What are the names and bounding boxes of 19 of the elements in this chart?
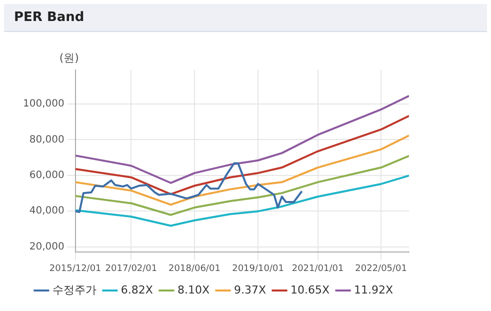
y-tick-label: 20,000 <box>29 241 64 252</box>
legend-label: 9.37X <box>234 283 266 296</box>
x-tick-label: 2019/10/01 <box>232 264 284 274</box>
x-tick-label: 2021/01/01 <box>292 264 344 274</box>
x-tick-label: 2022/05/01 <box>355 264 408 274</box>
legend-label: 수정주가 <box>52 283 96 296</box>
legend-label: 11.92X <box>354 283 394 296</box>
legend-label: 10.65X <box>290 283 330 296</box>
y-axis-title: (원) <box>59 51 79 64</box>
y-tick-label: 100,000 <box>22 98 64 110</box>
chart-title: PER Band <box>14 10 84 25</box>
y-tick-label: 40,000 <box>29 206 64 217</box>
y-tick-label: 60,000 <box>29 170 64 181</box>
legend-label: 6.82X <box>120 283 154 296</box>
x-tick-label: 2017/02/01 <box>105 264 158 274</box>
y-tick-label: 80,000 <box>29 134 64 146</box>
legend-label: 8.10X <box>177 283 210 296</box>
x-tick-label: 2015/12/01 <box>49 264 102 274</box>
x-tick-label: 2018/06/01 <box>168 264 220 274</box>
